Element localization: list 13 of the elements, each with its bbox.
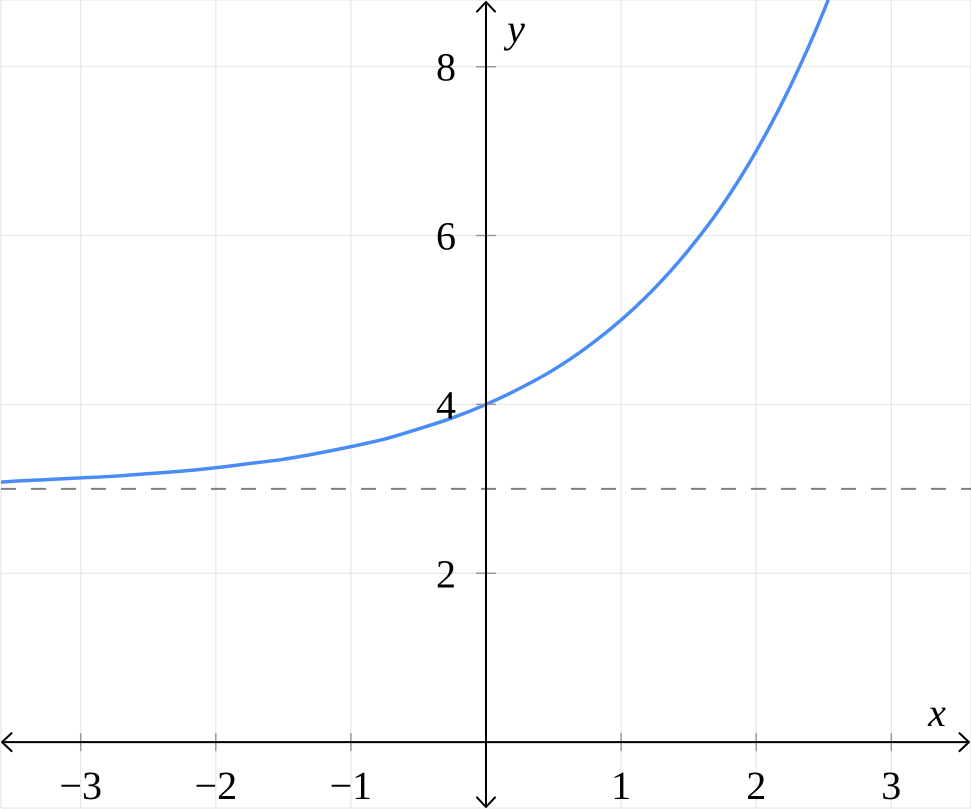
line-series: [1, 0, 830, 484]
x-tick-label: 3: [881, 763, 902, 808]
x-tick-label: 1: [611, 763, 632, 808]
x-tick-label: 2: [746, 763, 766, 808]
x-axis-title: x: [927, 690, 946, 736]
x-tick-label: −3: [59, 763, 102, 808]
y-tick-label: 4: [436, 382, 456, 428]
y-tick-label: 8: [436, 44, 456, 90]
x-tick-label: −2: [194, 763, 238, 808]
y-axis-title: y: [503, 6, 526, 51]
y-tick-label: 6: [436, 214, 456, 259]
x-tick-label: −1: [330, 763, 372, 808]
y-tick-label: 2: [436, 551, 456, 596]
